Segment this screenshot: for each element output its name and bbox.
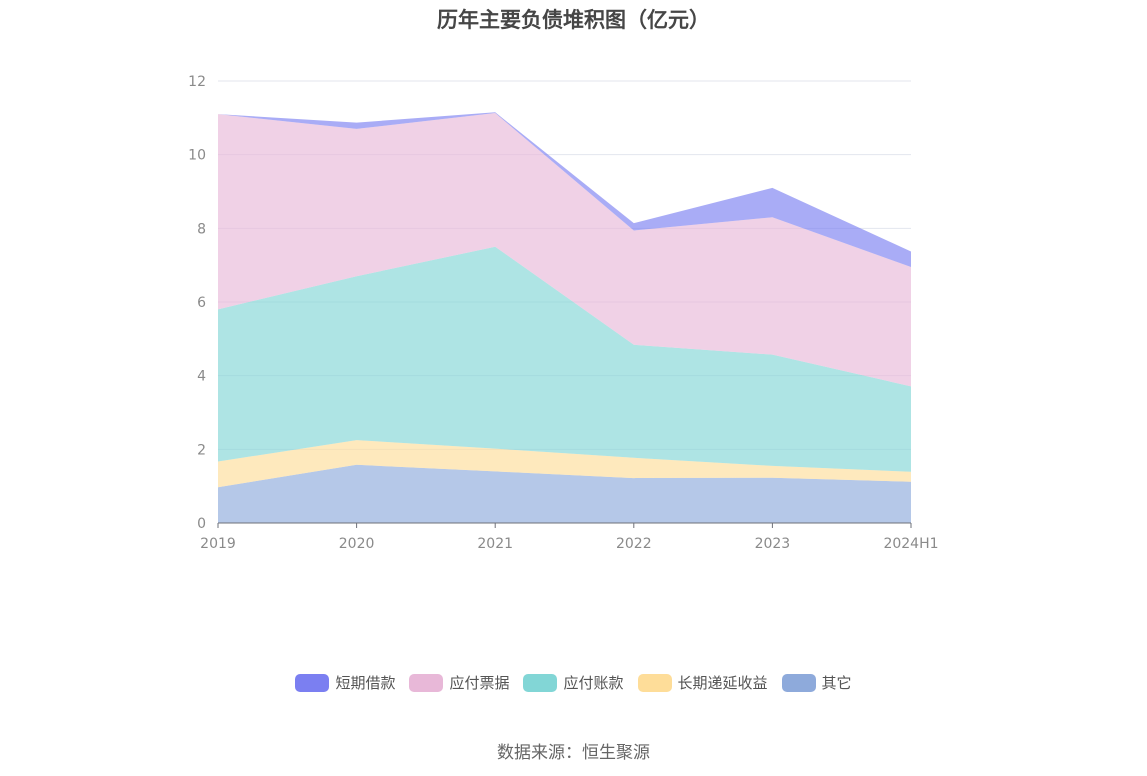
area-应付票据 (218, 113, 911, 387)
stacked-area-chart: 0 2 4 6 8 10 12 2019 2020 2021 2022 2023 2024H1 (188, 74, 938, 552)
area-series (218, 112, 911, 523)
x-tick-label: 2020 (339, 536, 375, 552)
x-axis (217, 522, 912, 528)
legend-label: 其它 (821, 674, 852, 692)
legend-label: 应付账款 (563, 674, 624, 692)
y-tick-label: 4 (197, 369, 206, 385)
x-tick-label: 2021 (477, 536, 513, 552)
chart-title: 历年主要负债堆积图（亿元） (437, 8, 710, 32)
x-tick-label: 2022 (616, 536, 652, 552)
y-tick-label: 0 (197, 516, 206, 532)
legend-swatch (637, 673, 672, 692)
legend-item[interactable]: 短期借款 (295, 672, 395, 693)
legend-swatch (409, 673, 444, 692)
y-tick-label: 12 (188, 74, 206, 90)
legend-label: 短期借款 (335, 674, 396, 692)
legend-item[interactable]: 应付账款 (523, 672, 624, 693)
legend: 短期借款 应付票据 应付账款 长期递延收益 其它 (0, 672, 1147, 693)
area-短期借款 (218, 112, 911, 268)
legend-item[interactable]: 长期递延收益 (637, 672, 768, 693)
x-tick-label: 2024H1 (883, 536, 938, 552)
x-tick-label: 2023 (755, 536, 791, 552)
y-tick-labels: 0 2 4 6 8 10 12 (188, 74, 206, 532)
legend-swatch (295, 673, 330, 692)
y-tick-label: 6 (197, 295, 206, 311)
y-tick-label: 10 (188, 148, 206, 164)
legend-item[interactable]: 其它 (781, 672, 852, 693)
legend-item[interactable]: 应付票据 (409, 672, 509, 693)
legend-label: 应付票据 (449, 674, 510, 692)
y-tick-label: 8 (197, 221, 206, 237)
area-长期递延收益 (218, 440, 911, 488)
legend-label: 长期递延收益 (677, 674, 768, 692)
x-tick-label: 2019 (200, 536, 236, 552)
y-tick-label: 2 (197, 442, 206, 458)
data-source-note: 数据来源：恒生聚源 (497, 743, 650, 763)
area-其它 (218, 464, 911, 523)
legend-swatch (781, 673, 816, 692)
legend-swatch (523, 673, 558, 692)
x-tick-labels: 2019 2020 2021 2022 2023 2024H1 (200, 536, 938, 552)
area-应付账款 (218, 246, 911, 472)
